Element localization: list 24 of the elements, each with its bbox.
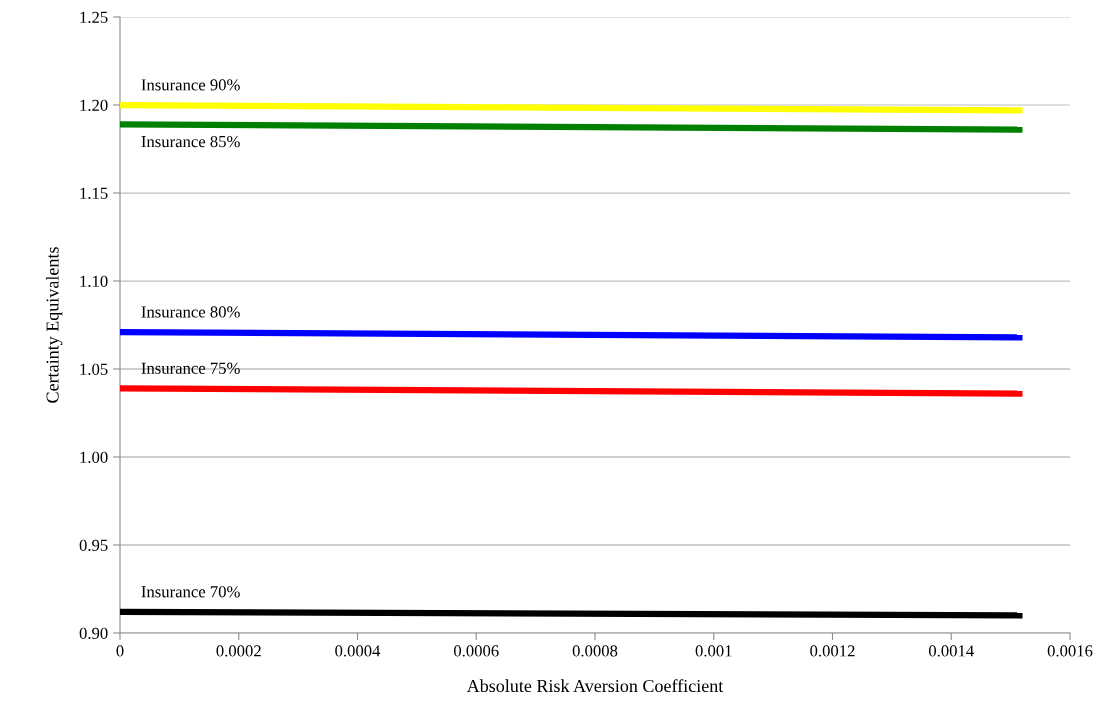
x-tick-label: 0.0014 — [928, 645, 974, 657]
y-tick-label: 0.90 — [79, 627, 108, 640]
x-tick-label: 0.0002 — [216, 645, 261, 657]
x-tick-label: 0 — [116, 645, 124, 657]
y-tick-label: 0.95 — [79, 539, 108, 552]
x-tick-label: 0.0016 — [1047, 645, 1093, 657]
y-tick-label: 1.15 — [80, 187, 108, 200]
x-tick-label: 0.0004 — [335, 645, 381, 657]
series-label: Insurance 80% — [141, 306, 240, 318]
y-tick-label: 1.25 — [80, 11, 108, 24]
x-tick-label: 0.0008 — [572, 645, 618, 657]
y-tick-label: 1.05 — [80, 363, 108, 376]
series-label: Insurance 75% — [141, 362, 240, 374]
series-label: Insurance 85% — [141, 135, 240, 148]
series-label: Insurance 70% — [141, 586, 240, 598]
y-axis-title: Certainty Equivalents — [45, 247, 63, 403]
x-tick-label: 0.001 — [695, 645, 732, 657]
x-tick-label: 0.0006 — [453, 645, 499, 657]
x-tick-label: 0.0012 — [810, 645, 855, 657]
y-tick-label: 1.20 — [80, 99, 108, 112]
y-tick-label: 1.10 — [80, 275, 108, 288]
y-tick-label: 1.00 — [80, 451, 108, 464]
series-label: Insurance 90% — [141, 79, 240, 91]
x-axis-title: Absolute Risk Aversion Coefficient — [466, 679, 724, 693]
